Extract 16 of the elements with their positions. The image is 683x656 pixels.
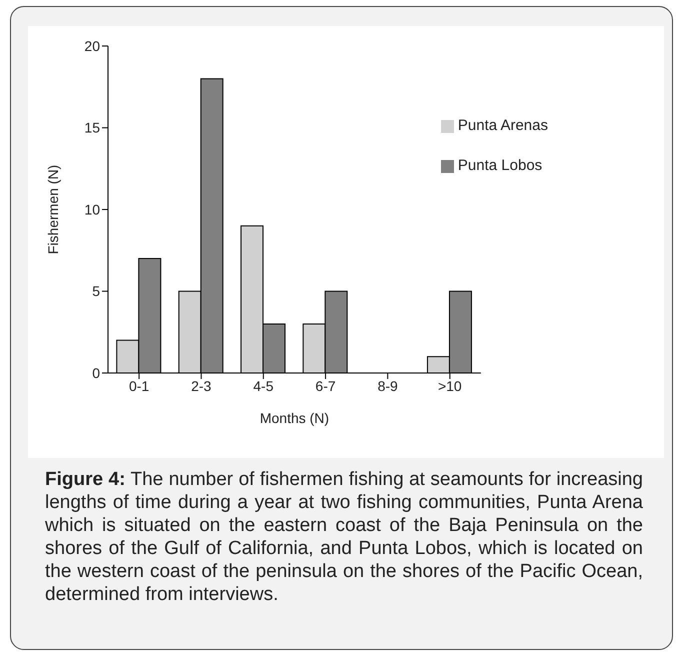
legend-label: Punta Arenas [458,117,548,134]
x-axis-title: Months (N) [260,410,330,426]
y-tick-label: 15 [84,120,100,136]
y-tick-label: 20 [84,38,100,54]
x-tick-label: >10 [438,378,462,394]
x-tick-label: 8-9 [378,378,398,394]
y-axis-title: Fishermen (N) [44,164,61,254]
x-tick-label: 6-7 [315,378,336,394]
x-tick-label: 0-1 [128,378,150,394]
x-tick-label: 2-3 [191,378,212,394]
y-tick-label: 0 [92,364,100,381]
legend-label: Punta Lobos [458,157,542,174]
x-tick-label: 4-5 [253,378,274,394]
y-tick-label: 10 [84,201,100,218]
y-tick-label: 5 [92,283,100,300]
caption: Figure 4: The number of fishermen fishing at seamounts for increasing lengths of time during a year at two fishing communities, Punta Arena which is situated on the eastern coast of the Baja Peninsula on the shores of the Gulf of California, and Punta Lobos, which is located on the western coast of the peninsula on the shores of the Pacific Ocean, determined from interviews. [44,468,644,606]
